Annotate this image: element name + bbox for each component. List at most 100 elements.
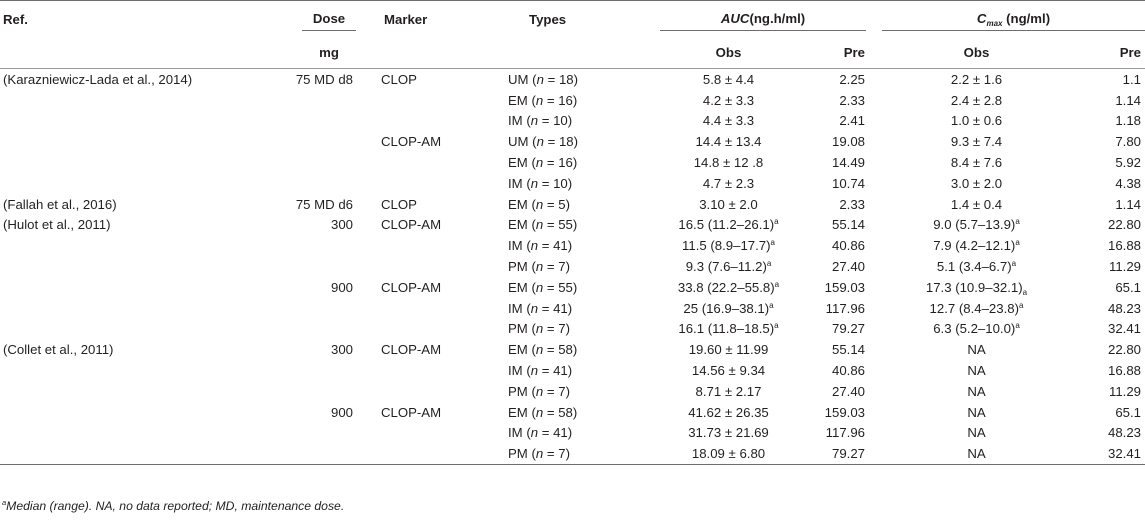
cell-cmax-obs: 12.7 (8.4–23.8)a <box>870 298 1073 319</box>
table-row: EM (n = 16) 14.8 ± 12 .8 14.49 8.4 ± 7.6 5.9… <box>0 152 1145 173</box>
cell-cmax-obs-value: 7.9 (4.2–12.1) <box>933 238 1016 254</box>
cell-ref <box>0 152 268 173</box>
cell-auc-obs-value: 14.56 ± 9.34 <box>691 363 766 379</box>
cell-type: PM (n = 7) <box>508 321 570 337</box>
table-row: PM (n = 7) 18.09 ± 6.80 79.27 NA 32.41 <box>0 443 1145 466</box>
cell-cmax-obs: 17.3 (10.9–32.1)a <box>870 277 1073 298</box>
cell-auc-pre: 2.25 <box>839 71 865 87</box>
cell-marker <box>356 235 493 256</box>
cell-auc-obs-value: 19.60 ± 11.99 <box>688 342 769 358</box>
cell-dose <box>268 443 356 466</box>
footnote-ref: a <box>1015 238 1020 248</box>
cell-cmax-obs-value: 1.0 ± 0.6 <box>950 113 1003 129</box>
header-types-blank <box>493 37 656 69</box>
cell-cmax-obs-value: 8.4 ± 7.6 <box>950 155 1003 171</box>
cell-cmax-obs: 9.0 (5.7–13.9)a <box>870 215 1073 236</box>
cell-auc-obs-value: 16.1 (11.8–18.5) <box>678 321 775 337</box>
cell-dose: 900 <box>330 279 353 295</box>
footnote-ref: a <box>774 217 779 227</box>
table-row: (Karazniewicz-Lada et al., 2014) 75 MD d8… <box>0 69 1145 90</box>
cell-marker <box>356 423 493 444</box>
type-label: PM <box>508 383 528 399</box>
header-types: Types <box>493 0 656 37</box>
cell-auc-obs-value: 14.4 ± 13.4 <box>695 134 762 150</box>
cell-cmax-pre: 22.80 <box>1108 217 1142 233</box>
cell-auc-pre: 79.27 <box>801 443 870 466</box>
cell-cmax-pre: 22.80 <box>1108 342 1142 358</box>
cell-ref: (Karazniewicz-Lada et al., 2014) <box>3 71 193 87</box>
cell-dose <box>268 111 356 132</box>
cell-dose <box>268 298 356 319</box>
cell-marker <box>356 152 493 173</box>
cell-auc-obs: 16.1 (11.8–18.5)a <box>656 319 801 340</box>
table-row: IM (n = 10) 4.4 ± 3.3 2.41 1.0 ± 0.6 1.18 <box>0 111 1145 132</box>
cell-auc-obs-value: 14.8 ± 12 .8 <box>693 155 764 171</box>
cell-auc-pre: 79.27 <box>831 321 865 337</box>
cell-type: EM (n = 5) <box>508 196 570 212</box>
cell-type: EM (n = 55) <box>508 217 578 233</box>
header-row-secondary: mg Obs Pre Obs Pre <box>0 37 1145 69</box>
type-n: 7 <box>558 383 566 399</box>
type-n: 55 <box>558 279 573 295</box>
type-label: EM <box>508 279 528 295</box>
footnote-ref: a <box>766 259 772 269</box>
footnote-marker: a <box>2 498 7 507</box>
cell-dose <box>268 152 356 173</box>
cell-type: EM (n = 16) <box>508 92 578 108</box>
cell-dose <box>268 381 356 402</box>
header-marker: Marker <box>356 0 493 37</box>
type-n: 41 <box>553 363 568 379</box>
type-n: 55 <box>558 217 573 233</box>
cell-cmax-pre: 16.88 <box>1108 238 1142 254</box>
type-n: 16 <box>558 92 573 108</box>
type-n: 16 <box>558 155 573 171</box>
type-label: PM <box>508 321 528 337</box>
cell-auc-obs: 8.71 ± 2.17 <box>656 381 801 402</box>
cell-auc-obs: 31.73 ± 21.69 <box>656 423 801 444</box>
header-auc-group: AUC(ng.h/ml) <box>660 8 866 31</box>
table-row: PM (n = 7) 8.71 ± 2.17 27.40 NA 11.29 <box>0 381 1145 402</box>
cell-auc-obs: 11.5 (8.9–17.7)a <box>656 235 801 256</box>
type-n: 41 <box>553 238 568 254</box>
cell-type: PM (n = 7) <box>508 259 570 275</box>
cell-dose <box>268 173 356 194</box>
cell-auc-pre: 14.49 <box>831 155 865 171</box>
cell-marker <box>356 90 493 111</box>
cell-dose <box>268 360 356 381</box>
type-n: 5 <box>558 196 566 212</box>
cell-dose <box>268 256 356 277</box>
type-n: 41 <box>553 425 568 441</box>
header-dose: Dose <box>268 0 356 37</box>
type-label: IM <box>508 175 523 191</box>
cell-auc-obs-value: 3.10 ± 2.0 <box>699 196 758 212</box>
cell-marker <box>356 111 493 132</box>
type-label: UM <box>508 134 529 150</box>
cell-auc-pre: 27.40 <box>831 259 865 275</box>
cell-auc-obs-value: 18.09 ± 6.80 <box>691 446 766 462</box>
type-n: 7 <box>558 259 566 275</box>
cell-ref: (Fallah et al., 2016) <box>3 196 117 212</box>
type-label: EM <box>508 342 528 358</box>
footnote-ref: a <box>774 279 780 289</box>
type-label: PM <box>508 259 528 275</box>
cell-cmax-obs: 1.0 ± 0.6 <box>870 111 1073 132</box>
cell-ref <box>0 256 268 277</box>
cell-cmax-obs-value: NA <box>967 363 986 379</box>
cell-cmax-obs: 2.4 ± 2.8 <box>870 90 1073 111</box>
cell-auc-pre: 27.40 <box>831 383 865 399</box>
cell-dose <box>268 131 356 152</box>
cell-cmax-obs: 1.4 ± 0.4 <box>870 194 1073 215</box>
table-row: 900 CLOP-AM EM (n = 58) 41.62 ± 26.35 159.03… <box>0 402 1145 423</box>
table-row: (Hulot et al., 2011) 300 CLOP-AM EM (n = 55… <box>0 215 1145 236</box>
cell-cmax-obs: 6.3 (5.2–10.0)a <box>870 319 1073 340</box>
type-label: IM <box>508 300 523 316</box>
footnote-ref: a <box>1022 287 1028 297</box>
type-label: EM <box>508 217 528 233</box>
type-label: IM <box>508 238 523 254</box>
cell-type: EM (n = 58) <box>508 342 578 358</box>
cell-auc-pre: 117.96 <box>825 300 865 316</box>
cell-cmax-obs: NA <box>870 443 1073 466</box>
cell-marker <box>356 443 493 466</box>
type-label: IM <box>508 113 523 129</box>
cmax-symbol: C <box>976 10 987 26</box>
